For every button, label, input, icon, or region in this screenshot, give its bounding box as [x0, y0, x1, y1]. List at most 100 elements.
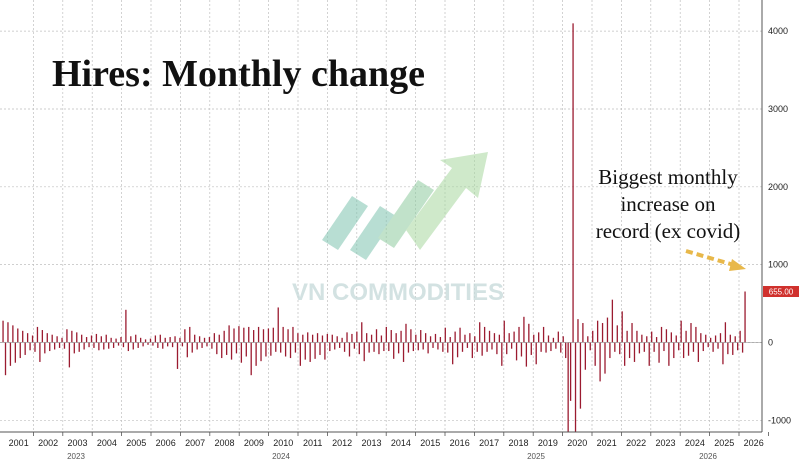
bar	[523, 316, 525, 343]
bar	[621, 311, 623, 343]
x-tick-label: 2023	[655, 438, 675, 448]
bar	[228, 325, 230, 343]
bar	[636, 330, 638, 343]
bar	[356, 331, 358, 343]
bar	[22, 330, 24, 343]
bar	[24, 342, 26, 355]
bar	[316, 333, 319, 343]
bar	[245, 342, 247, 357]
bar	[415, 334, 417, 343]
bar	[498, 334, 501, 343]
bar	[518, 326, 520, 343]
bar	[287, 329, 289, 343]
bar	[680, 320, 682, 343]
bar	[397, 342, 400, 354]
bar	[361, 322, 363, 343]
x-tick-label: 2016	[450, 438, 470, 448]
watermark-logo	[322, 152, 488, 260]
bar	[302, 334, 304, 343]
bar	[454, 331, 456, 343]
bar	[144, 339, 147, 343]
bar	[540, 342, 542, 352]
bar	[292, 326, 294, 343]
bar	[442, 342, 444, 352]
bar	[56, 336, 58, 343]
bar	[154, 335, 157, 343]
bar	[700, 333, 702, 343]
bar	[432, 342, 434, 348]
bar	[616, 325, 618, 343]
y-axis: -1000 0 1000 2000 3000 4000	[768, 26, 791, 425]
bar	[665, 329, 668, 343]
bar	[117, 342, 120, 346]
bar	[724, 322, 727, 343]
x-tick-label: 2020	[567, 438, 587, 448]
bar	[631, 323, 633, 343]
bar	[420, 330, 422, 343]
bar	[223, 330, 225, 343]
bar	[702, 342, 704, 352]
bar	[326, 333, 329, 343]
annotation-line-1: Biggest monthly	[598, 165, 738, 189]
bar	[29, 342, 31, 351]
bar	[260, 342, 262, 362]
bar	[444, 327, 446, 343]
bar	[722, 342, 724, 365]
bar	[311, 334, 314, 343]
bar	[402, 342, 405, 362]
bar	[486, 342, 488, 352]
bar	[614, 342, 616, 352]
bar	[255, 342, 257, 366]
bar	[685, 330, 687, 343]
bar	[324, 342, 326, 360]
x-tick-label: 2018	[508, 438, 528, 448]
bar	[265, 342, 267, 357]
bar	[299, 342, 301, 366]
bar	[191, 342, 193, 353]
bar	[139, 337, 142, 343]
bar	[76, 332, 78, 343]
bar	[503, 320, 505, 343]
bar	[653, 342, 655, 352]
x-tick-label: 2009	[244, 438, 264, 448]
bar	[262, 329, 265, 343]
x-sub-label: 2023	[67, 452, 85, 461]
bar	[135, 334, 137, 343]
bar	[385, 326, 387, 343]
bar	[383, 342, 385, 352]
bar	[41, 330, 44, 343]
bar	[14, 342, 16, 363]
bar	[412, 342, 415, 352]
bar	[257, 326, 260, 343]
bar	[2, 320, 4, 343]
bar	[270, 342, 272, 356]
bar	[601, 323, 604, 343]
bar	[26, 333, 29, 343]
bar	[348, 342, 351, 357]
bar	[646, 336, 648, 343]
bar	[687, 342, 690, 356]
bar	[737, 342, 739, 351]
bar	[159, 334, 161, 343]
x-tick-label: 2003	[67, 438, 87, 448]
bar	[380, 335, 383, 343]
bar	[164, 337, 166, 343]
bar	[112, 342, 115, 348]
bar	[157, 342, 159, 348]
bar	[203, 337, 206, 343]
bar	[589, 342, 591, 351]
bar	[130, 336, 132, 343]
y-tick-label: 0	[768, 337, 773, 347]
bar	[488, 330, 491, 343]
bar	[542, 326, 545, 343]
bar	[233, 328, 235, 343]
bar	[560, 342, 562, 353]
x-tick-label: 2007	[185, 438, 205, 448]
last-value-tag: 655.00	[763, 286, 799, 298]
bar	[142, 342, 144, 347]
bar	[692, 342, 695, 352]
bar	[218, 334, 220, 343]
bar	[545, 342, 547, 353]
bar	[717, 342, 719, 349]
bar	[579, 342, 582, 409]
